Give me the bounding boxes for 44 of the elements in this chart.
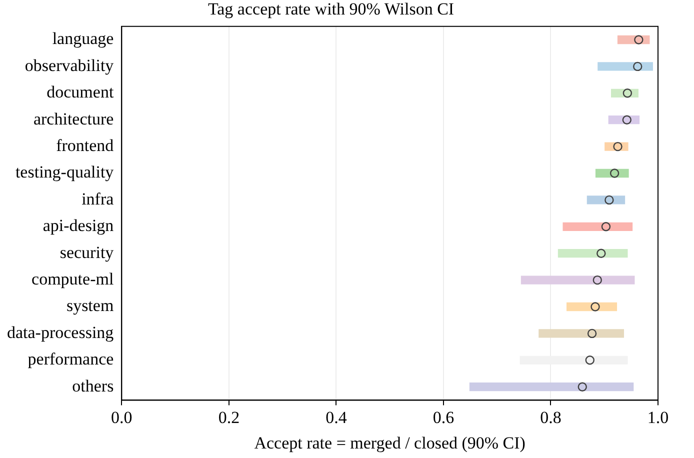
bar [520, 276, 635, 284]
y-tick-label: security [60, 242, 114, 262]
point [585, 356, 594, 365]
x-tick-label: 0.6 [432, 408, 454, 427]
point [578, 382, 587, 392]
y-tick-label: others [72, 376, 114, 396]
y-tick-label: architecture [33, 109, 114, 128]
y-tick-label: document [46, 82, 114, 102]
point [592, 275, 602, 285]
x-tick-label: 0.8 [540, 408, 562, 427]
bar [586, 196, 626, 204]
point [601, 222, 611, 232]
y-tick-label: system [66, 296, 114, 316]
point [604, 195, 614, 205]
x-axis-title: Accept rate = merged / closed (90% CI) [254, 433, 526, 452]
x-tick-label: 0.4 [326, 408, 348, 427]
y-tick-label: testing-quality [15, 162, 114, 182]
y-tick-label: data-processing [6, 322, 114, 342]
x-tick-label: 0.2 [218, 408, 240, 427]
bar [566, 302, 618, 312]
y-tick-label: compute-ml [32, 270, 114, 289]
point [613, 142, 622, 152]
x-tick-label: 0.0 [111, 408, 132, 427]
point [596, 248, 606, 258]
y-tick-label: language [52, 29, 114, 48]
point [590, 302, 600, 312]
point [634, 35, 644, 44]
point [610, 168, 620, 178]
bar [562, 222, 633, 231]
y-tick-label: performance [28, 350, 114, 369]
y-tick-label: api-design [42, 216, 114, 236]
point [587, 328, 597, 338]
chart-title: Tag accept rate with 90% Wilson CI [208, 0, 454, 19]
point [622, 88, 632, 98]
bar [538, 329, 624, 338]
x-tick-label: 1.0 [647, 408, 669, 427]
y-tick-label: frontend [56, 136, 114, 156]
y-tick-label: observability [24, 56, 114, 75]
point [633, 62, 642, 72]
bar [598, 62, 653, 71]
bar [558, 249, 628, 258]
y-tick-label: infra [82, 189, 114, 208]
point [622, 115, 632, 124]
bar [469, 382, 634, 392]
